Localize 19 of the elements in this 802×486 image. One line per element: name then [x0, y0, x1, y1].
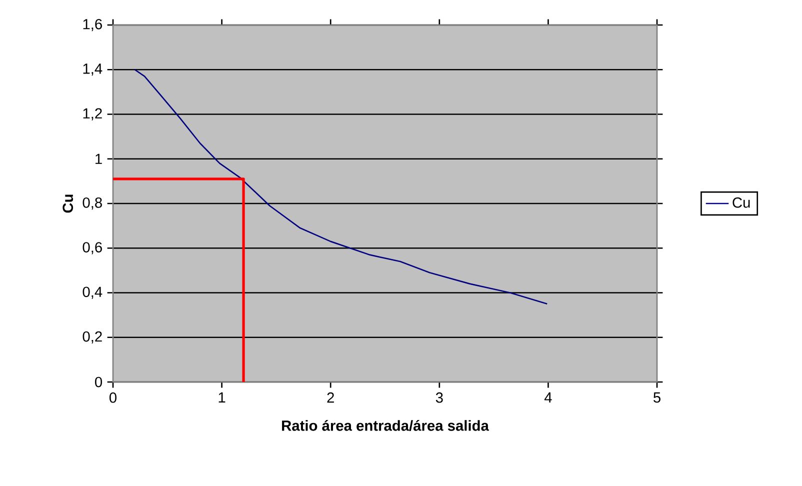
x-tick-label: 0: [109, 392, 116, 403]
legend-label: Cu: [732, 197, 750, 208]
x-tick-label: 5: [654, 392, 660, 403]
y-tick-label: 0: [95, 376, 102, 388]
y-tick-label: 0,2: [82, 331, 102, 344]
x-tick-label: 2: [327, 392, 334, 403]
y-tick-label: 1,6: [83, 18, 102, 32]
x-tick-label: 4: [544, 392, 552, 402]
x-tick-label: 1: [218, 392, 226, 402]
y-tick-label: 0,6: [82, 242, 102, 254]
y-tick-label: 0,8: [82, 197, 102, 210]
y-axis-title: Cu: [62, 194, 74, 213]
y-tick-label: 1,4: [83, 64, 102, 76]
x-axis-title: Ratio área entrada/área salida: [282, 420, 489, 431]
y-tick-label: 1: [96, 154, 102, 164]
y-tick-label: 0,4: [82, 286, 102, 299]
line-series: [134, 68, 548, 305]
y-tick-label: 1,2: [83, 108, 102, 120]
x-tick-label: 3: [436, 392, 443, 403]
